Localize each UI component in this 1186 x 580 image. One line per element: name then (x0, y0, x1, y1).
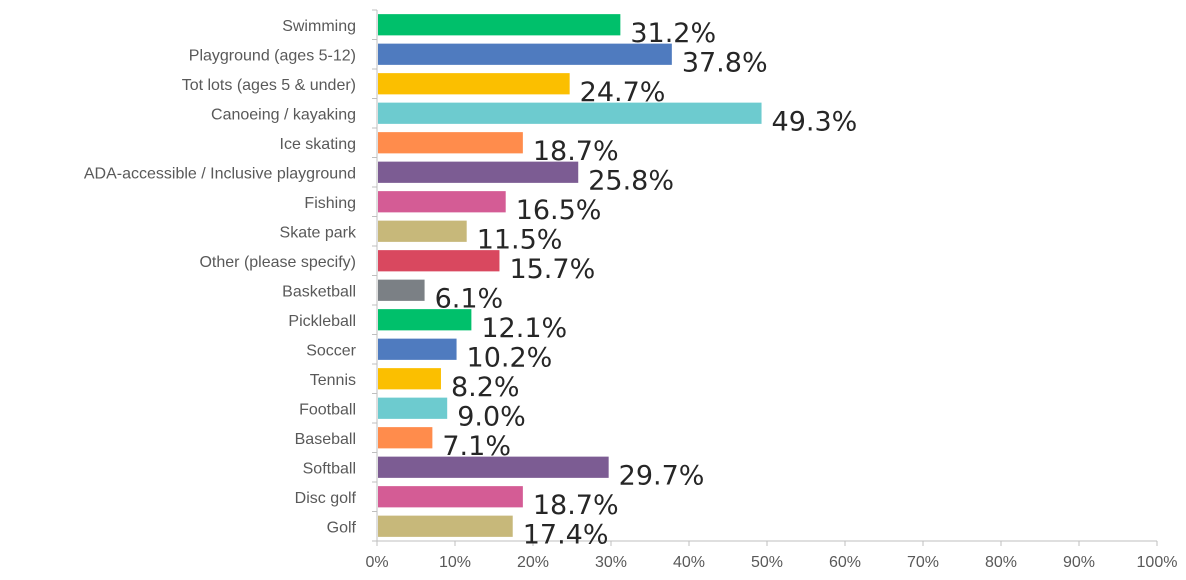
bar (378, 220, 467, 242)
bar (378, 486, 523, 508)
category-label: Golf (327, 519, 357, 536)
data-label: 10.2% (467, 342, 553, 373)
category-label: Canoeing / kayaking (211, 106, 356, 123)
category-label: Playground (ages 5-12) (189, 47, 356, 64)
data-label: 8.2% (451, 372, 520, 403)
bar (378, 309, 472, 331)
category-label: Swimming (282, 18, 356, 35)
data-label: 31.2% (630, 18, 716, 49)
category-label: Pickleball (288, 313, 356, 330)
category-label: Softball (303, 460, 356, 477)
category-label: Disc golf (295, 490, 357, 507)
x-tick-label: 70% (907, 554, 939, 571)
category-label: Skate park (280, 224, 357, 241)
bars-layer (378, 14, 762, 537)
data-label: 16.5% (516, 195, 602, 226)
data-label: 49.3% (772, 106, 858, 137)
data-label: 9.0% (457, 401, 526, 432)
axis-layer (372, 9, 1158, 546)
bar (378, 73, 570, 95)
x-tick-label: 30% (595, 554, 627, 571)
category-label: Baseball (295, 431, 356, 448)
bar (378, 368, 441, 390)
x-tick-label: 100% (1137, 554, 1178, 571)
data-label: 29.7% (619, 460, 705, 491)
category-label: Ice skating (280, 136, 356, 153)
bar (378, 515, 513, 537)
data-label: 12.1% (481, 313, 567, 344)
data-label: 24.7% (580, 77, 666, 108)
bar (378, 250, 500, 272)
bar (378, 338, 457, 360)
bar (378, 279, 425, 301)
bar (378, 397, 448, 419)
x-tick-label: 40% (673, 554, 705, 571)
bar (378, 191, 506, 213)
data-label: 25.8% (588, 165, 674, 196)
bar (378, 427, 433, 449)
data-label: 18.7% (533, 490, 619, 521)
data-label: 6.1% (435, 283, 504, 314)
labels-layer: 0% 10% 20% 30% 40% 50% 60% 70% 80% 90% 100% Swimmin… (84, 18, 1178, 571)
data-label: 15.7% (509, 254, 595, 285)
bar (378, 102, 762, 124)
category-label: Other (please specify) (199, 254, 356, 271)
x-tick-label: 90% (1063, 554, 1095, 571)
category-label: Soccer (306, 342, 356, 359)
x-tick-label: 80% (985, 554, 1017, 571)
category-label: Basketball (282, 283, 356, 300)
x-tick-label: 20% (517, 554, 549, 571)
bar (378, 132, 523, 154)
data-label: 11.5% (477, 224, 563, 255)
data-label: 17.4% (523, 519, 609, 550)
category-label: Tennis (310, 372, 356, 389)
data-label: 37.8% (682, 47, 768, 78)
bar (378, 14, 621, 36)
category-label: Fishing (304, 195, 356, 212)
bar (378, 456, 609, 478)
data-label: 18.7% (533, 136, 619, 167)
data-label: 7.1% (442, 431, 511, 462)
x-tick-label: 60% (829, 554, 861, 571)
bar (378, 43, 672, 65)
category-label: Football (299, 401, 356, 418)
x-tick-label: 50% (751, 554, 783, 571)
x-tick-label: 0% (365, 554, 388, 571)
category-label: ADA-accessible / Inclusive playground (84, 165, 356, 182)
x-tick-label: 10% (439, 554, 471, 571)
category-label: Tot lots (ages 5 & under) (182, 77, 356, 94)
bar (378, 161, 579, 183)
